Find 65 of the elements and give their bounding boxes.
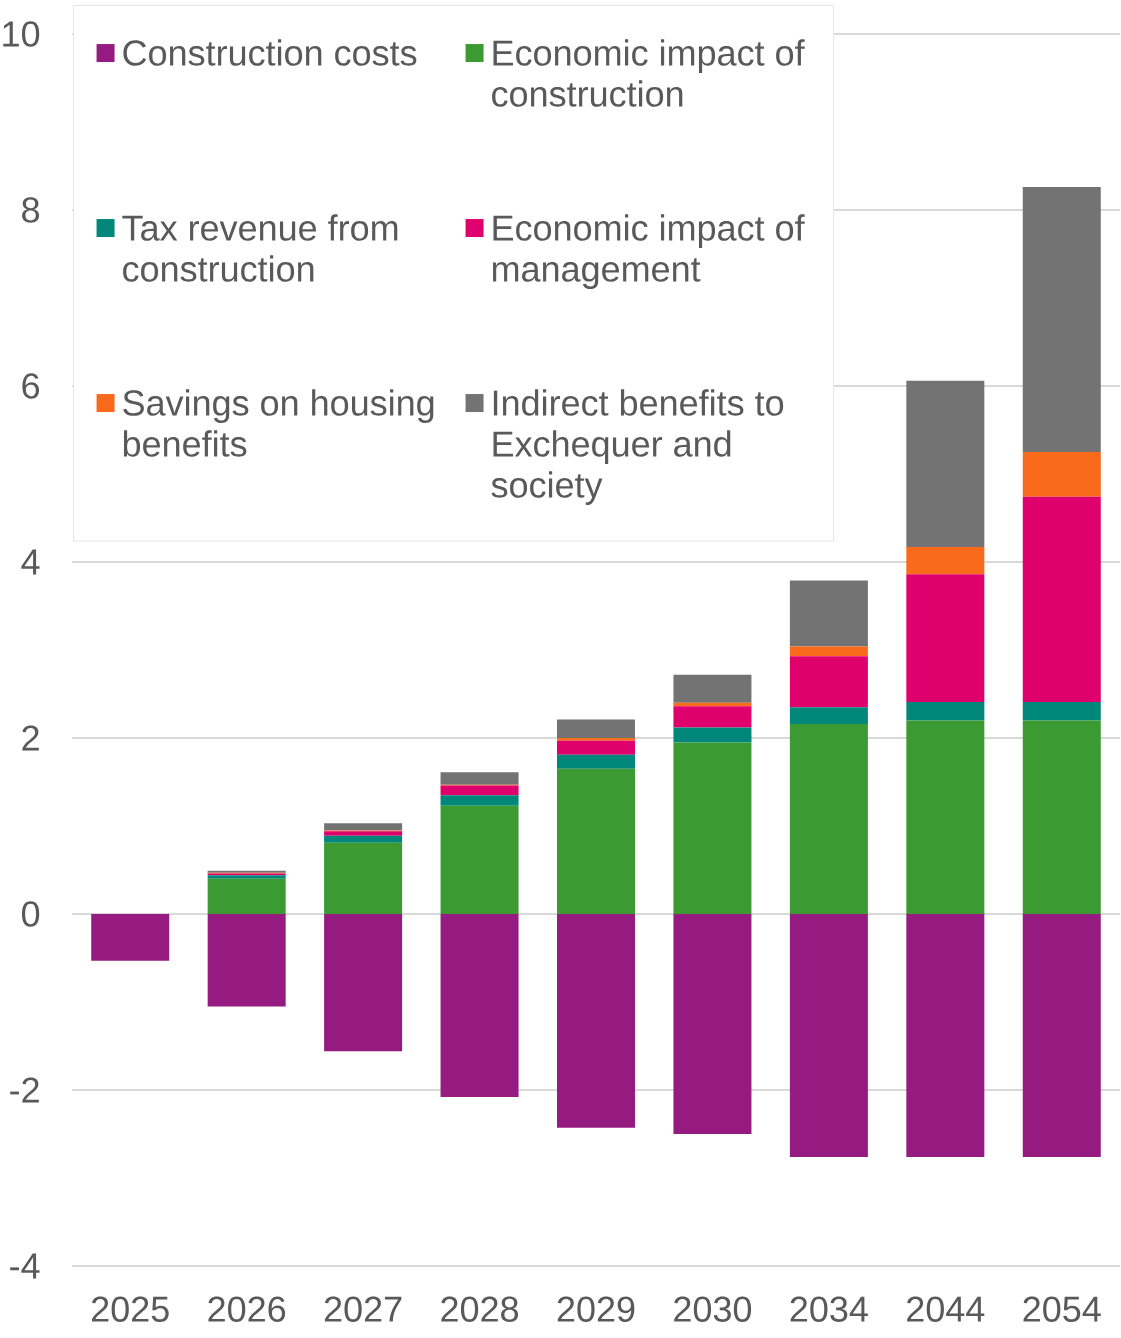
bar (789, 646, 868, 657)
bar (324, 842, 403, 914)
bar (557, 754, 635, 769)
y-tick-label: 6 (22, 373, 40, 399)
bar (673, 913, 752, 1134)
bar (324, 835, 403, 843)
y-tick-label: 2 (22, 725, 39, 751)
legend-label: Economic impact of management (492, 214, 805, 289)
x-tick-label: 2025 (92, 1296, 169, 1322)
x-tick-label: 2054 (1023, 1296, 1101, 1322)
x-tick-label: 2029 (557, 1296, 635, 1322)
x-tick-label: 2034 (790, 1296, 868, 1322)
bar (789, 580, 868, 647)
y-tick-label: -2 (10, 1077, 39, 1103)
bar (1022, 451, 1101, 497)
bar (1022, 701, 1101, 721)
bar (324, 913, 403, 1052)
bar (789, 723, 868, 914)
y-tick-label: 8 (22, 197, 40, 223)
bar (1022, 913, 1101, 1157)
legend-label: Economic impact of construction (492, 39, 805, 107)
legend-label: Indirect benefits to Exchequer and society (491, 389, 784, 505)
bar (440, 785, 519, 796)
bar (906, 701, 985, 721)
bar (557, 740, 635, 755)
bar (557, 737, 635, 741)
y-tick-label: 0 (21, 901, 40, 927)
y-tick-label: 10 (3, 21, 40, 47)
bar (673, 727, 752, 743)
x-tick-label: 2026 (208, 1296, 286, 1322)
bar (906, 913, 985, 1157)
x-tick-label: 2030 (674, 1296, 752, 1322)
x-tick-label: 2027 (324, 1296, 402, 1322)
bar (557, 719, 635, 738)
bar (440, 805, 519, 914)
bar (440, 795, 519, 806)
bar (324, 823, 403, 831)
y-tick-label: 4 (21, 549, 40, 575)
bar (91, 913, 170, 961)
bar (1022, 496, 1101, 702)
x-tick-label: 2044 (907, 1296, 985, 1322)
bar (906, 547, 985, 575)
bar (207, 913, 286, 1007)
bar (789, 656, 868, 708)
bar (440, 772, 519, 785)
bar (440, 913, 519, 1098)
bar (207, 878, 286, 914)
bar (673, 742, 752, 914)
bar (906, 574, 985, 702)
bar (1022, 187, 1101, 452)
bar (789, 913, 868, 1157)
bar (1022, 720, 1101, 914)
legend-label: Construction costs (123, 39, 417, 66)
bar (673, 674, 752, 703)
x-tick-label: 2028 (441, 1296, 519, 1322)
bar (556, 913, 635, 1128)
bar (557, 768, 635, 914)
legend-label: Savings on housing benefits (123, 389, 434, 457)
bar (906, 380, 985, 548)
legend-label: Tax revenue from construction (122, 214, 398, 282)
bar (789, 707, 868, 724)
y-tick-label: -4 (10, 1253, 40, 1279)
bar (673, 706, 752, 728)
bar (906, 720, 985, 914)
bar (324, 831, 403, 836)
